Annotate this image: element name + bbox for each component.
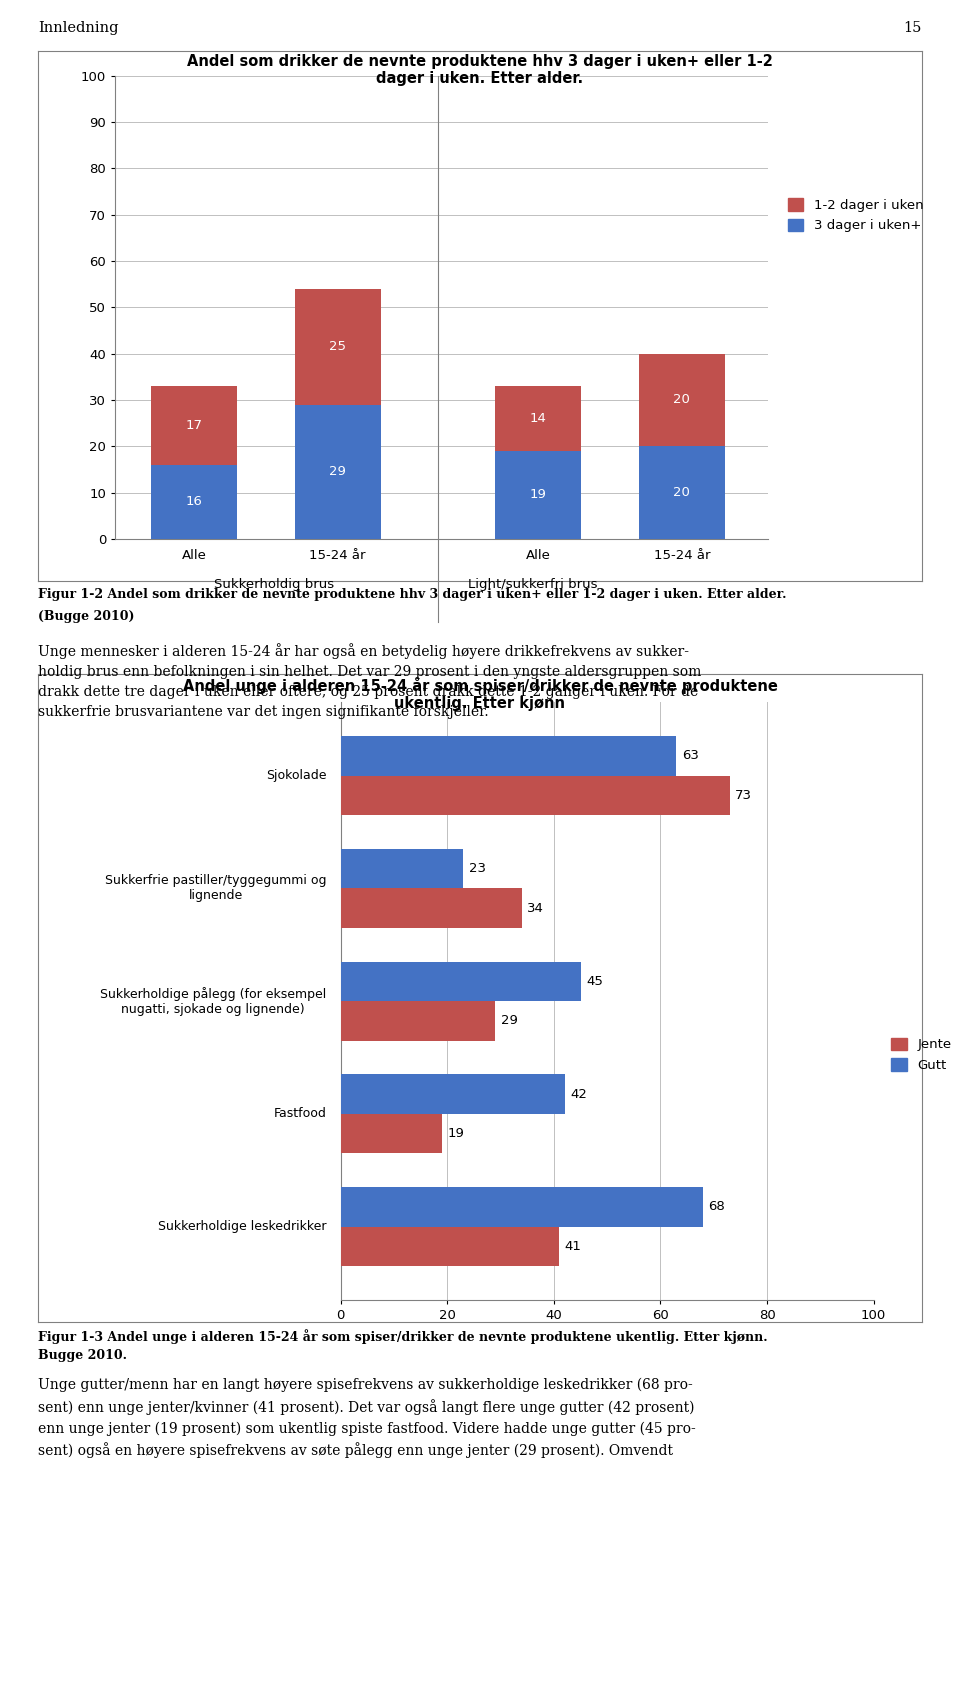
- Bar: [341, 962, 581, 1000]
- Text: 16: 16: [185, 495, 203, 509]
- Bar: [341, 1187, 703, 1226]
- Text: Bugge 2010.: Bugge 2010.: [38, 1349, 128, 1362]
- Bar: [151, 465, 237, 539]
- Text: Sukkerholdige leskedrikker: Sukkerholdige leskedrikker: [157, 1221, 326, 1233]
- Text: Andel som drikker de nevnte produktene hhv 3 dager i uken+ eller 1-2
dager i uke: Andel som drikker de nevnte produktene h…: [187, 54, 773, 86]
- Text: Sukkerholdige pålegg (for eksempel
nugatti, sjokade og lignende): Sukkerholdige pålegg (for eksempel nugat…: [100, 987, 326, 1015]
- Bar: [295, 290, 380, 404]
- Text: 29: 29: [329, 465, 346, 478]
- Text: Light/sukkerfri brus: Light/sukkerfri brus: [468, 578, 597, 591]
- Text: 25: 25: [329, 340, 347, 354]
- Bar: [341, 776, 730, 815]
- Text: Sukkerfrie pastiller/tyggegummi og
lignende: Sukkerfrie pastiller/tyggegummi og ligne…: [105, 874, 326, 903]
- Text: (Bugge 2010): (Bugge 2010): [38, 610, 135, 623]
- Bar: [341, 1113, 442, 1154]
- Text: 29: 29: [501, 1014, 517, 1027]
- Bar: [638, 354, 725, 446]
- Text: 63: 63: [682, 749, 699, 763]
- Text: Unge mennesker i alderen 15-24 år har også en betydelig høyere drikkefrekvens av: Unge mennesker i alderen 15-24 år har og…: [38, 643, 702, 719]
- Text: 68: 68: [708, 1201, 725, 1214]
- Text: 45: 45: [586, 975, 603, 989]
- Bar: [495, 386, 582, 451]
- Text: Andel unge i alderen 15-24 år som spiser/drikker de nevnte produktene
ukentlig. : Andel unge i alderen 15-24 år som spiser…: [182, 677, 778, 711]
- Bar: [638, 446, 725, 539]
- Text: Sjokolade: Sjokolade: [266, 770, 326, 781]
- Text: Figur 1-2 Andel som drikker de nevnte produktene hhv 3 dager i uken+ eller 1-2 d: Figur 1-2 Andel som drikker de nevnte pr…: [38, 588, 787, 601]
- Bar: [151, 386, 237, 465]
- Text: 41: 41: [564, 1239, 582, 1253]
- Bar: [495, 451, 582, 539]
- Bar: [341, 889, 522, 928]
- Bar: [341, 849, 464, 889]
- Text: 20: 20: [674, 487, 690, 498]
- Bar: [341, 736, 677, 776]
- Bar: [341, 1000, 495, 1041]
- Text: 34: 34: [527, 901, 544, 914]
- Text: 19: 19: [447, 1127, 465, 1140]
- Text: 15: 15: [903, 20, 922, 35]
- Text: 73: 73: [735, 788, 752, 802]
- Legend: 1-2 dager i uken, 3 dager i uken+: 1-2 dager i uken, 3 dager i uken+: [787, 199, 924, 232]
- Text: Sukkerholdig brus: Sukkerholdig brus: [213, 578, 334, 591]
- Bar: [341, 1074, 564, 1113]
- Bar: [295, 404, 380, 539]
- Text: Unge gutter/menn har en langt høyere spisefrekvens av sukkerholdige leskedrikker: Unge gutter/menn har en langt høyere spi…: [38, 1378, 696, 1458]
- Text: 23: 23: [468, 862, 486, 876]
- Text: 14: 14: [530, 413, 547, 424]
- Text: 42: 42: [570, 1088, 587, 1101]
- Text: Fastfood: Fastfood: [274, 1108, 326, 1120]
- Bar: [341, 1226, 560, 1266]
- Text: Innledning: Innledning: [38, 20, 119, 35]
- Text: Figur 1-3 Andel unge i alderen 15-24 år som spiser/drikker de nevnte produktene : Figur 1-3 Andel unge i alderen 15-24 år …: [38, 1329, 768, 1344]
- Text: 19: 19: [530, 488, 547, 502]
- Text: 20: 20: [674, 394, 690, 406]
- Legend: Jente, Gutt: Jente, Gutt: [891, 1037, 951, 1071]
- Text: 17: 17: [185, 419, 203, 431]
